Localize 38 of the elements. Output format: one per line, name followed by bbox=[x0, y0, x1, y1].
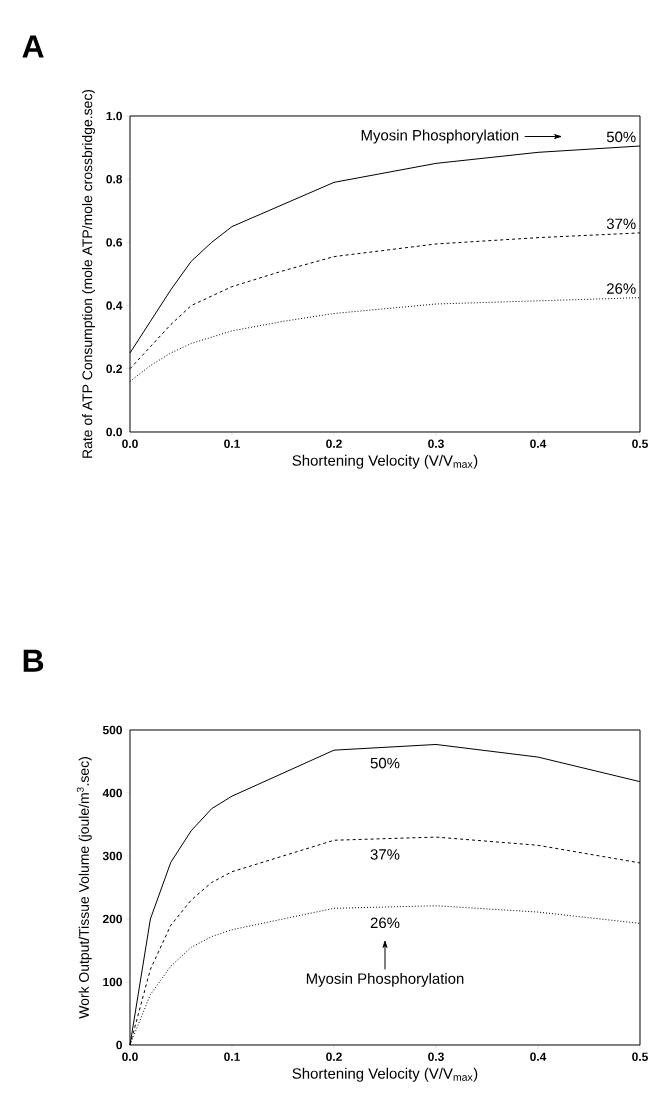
y-tick-label: 100 bbox=[103, 977, 122, 987]
y-tick-label: 0.2 bbox=[106, 364, 122, 374]
x-tick-label: 0.1 bbox=[224, 1052, 240, 1061]
series-label: 26% bbox=[607, 283, 636, 294]
series-label: 37% bbox=[606, 218, 636, 230]
y-tick-label: 0.0 bbox=[106, 427, 122, 437]
x-axis-title: Shortening Velocity (V/V$_{max}$) bbox=[292, 454, 478, 469]
x-axis-title: Shortening Velocity (V/V$_{max}$) bbox=[292, 1067, 478, 1082]
chart-title: B bbox=[23, 649, 44, 672]
series-label: 50% bbox=[370, 757, 400, 769]
x-tick-label: 0.1 bbox=[224, 439, 240, 448]
y-tick-label: 0.8 bbox=[106, 174, 123, 184]
chart-title: A bbox=[22, 35, 44, 58]
x-tick-label: 0.0 bbox=[122, 1052, 138, 1061]
y-tick-label: 200 bbox=[102, 914, 122, 924]
x-tick-label: 0.4 bbox=[530, 439, 547, 448]
series-label: 50% bbox=[606, 131, 636, 143]
series-label: 37% bbox=[370, 849, 400, 860]
y-axis-title: Work Output/Tissue Volume (joule/m$^{3}$.sec) bbox=[76, 757, 92, 1019]
x-tick-label: 0.5 bbox=[632, 1052, 648, 1061]
y-tick-label: 300 bbox=[102, 851, 122, 861]
y-axis-title: Rate of ATP Consumption (mole ATP/mole crossbridge.sec) bbox=[82, 89, 96, 458]
x-tick-label: 0.3 bbox=[428, 1052, 444, 1061]
x-tick-label: 0.5 bbox=[632, 439, 648, 448]
annotation: Myosin Phosphorylation bbox=[306, 972, 464, 987]
x-tick-label: 0.2 bbox=[326, 439, 342, 448]
y-tick-label: 0.4 bbox=[106, 301, 123, 310]
x-tick-label: 0.0 bbox=[122, 439, 138, 448]
x-tick-label: 0.4 bbox=[530, 1052, 547, 1061]
series-label: 26% bbox=[370, 917, 400, 929]
x-tick-label: 0.3 bbox=[428, 439, 444, 448]
y-tick-label: 1.0 bbox=[106, 111, 122, 121]
annotation: Myosin Phosphorylation bbox=[361, 129, 519, 144]
y-tick-label: 0.6 bbox=[106, 238, 123, 247]
y-tick-label: 400 bbox=[102, 788, 122, 798]
y-tick-label: 500 bbox=[102, 725, 122, 735]
y-tick-label: 0 bbox=[116, 1040, 122, 1050]
x-tick-label: 0.2 bbox=[326, 1052, 342, 1061]
